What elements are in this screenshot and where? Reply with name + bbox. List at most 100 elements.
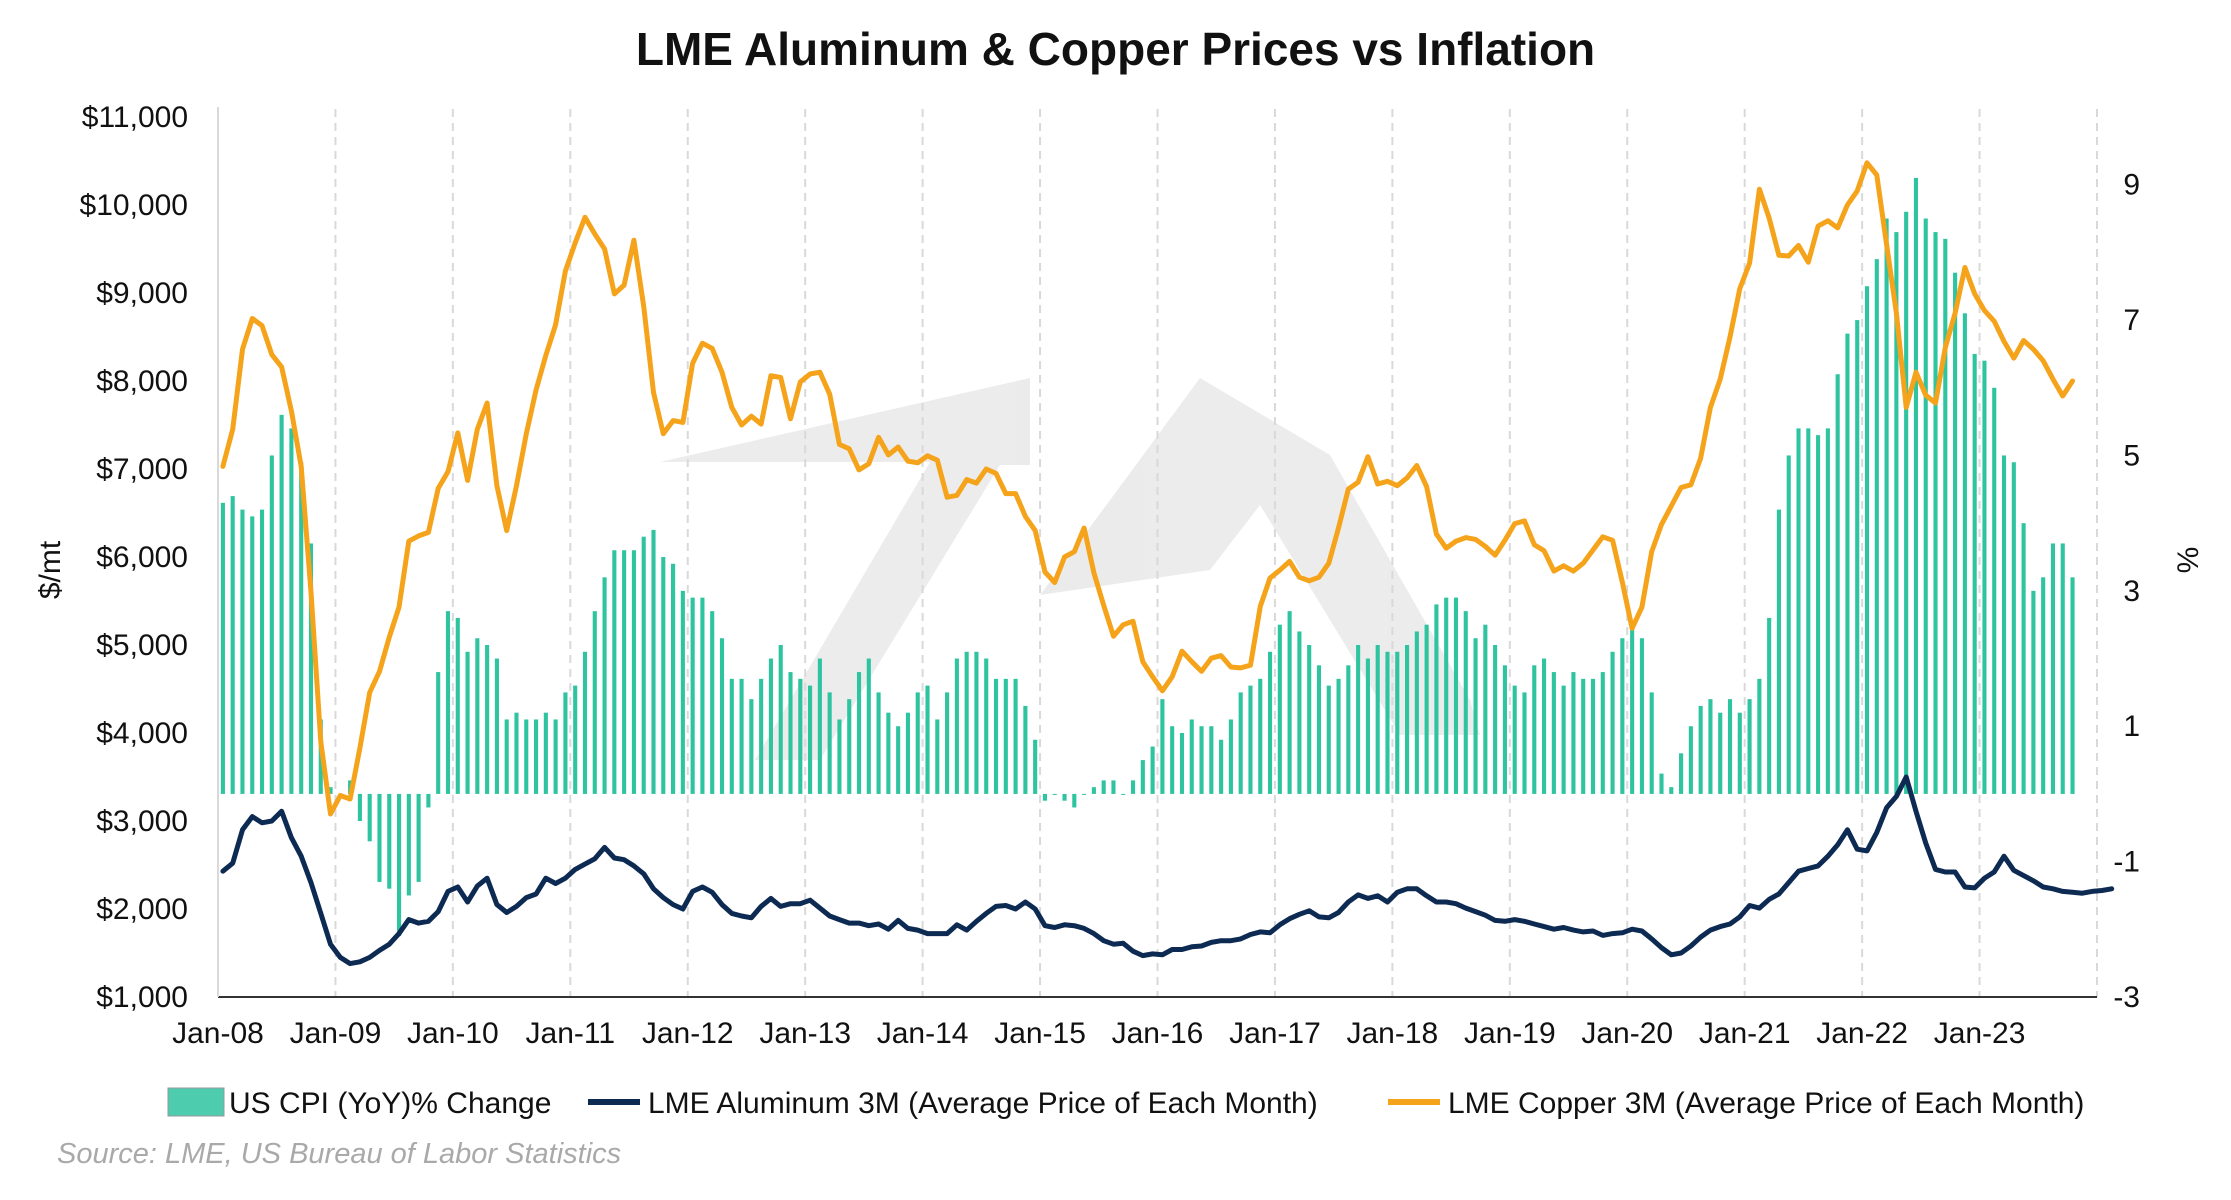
cpi-bar xyxy=(1336,678,1341,794)
cpi-bar xyxy=(1845,333,1850,794)
x-tick-label: Jan-20 xyxy=(1581,1017,1673,1050)
cpi-bar xyxy=(553,719,558,794)
y-left-tick-label: $6,000 xyxy=(96,541,188,574)
cpi-bar xyxy=(1463,611,1468,794)
cpi-bar xyxy=(817,658,822,794)
cpi-bar xyxy=(1453,597,1459,794)
cpi-bar xyxy=(710,611,715,794)
cpi-bar xyxy=(1698,705,1703,794)
cpi-bar xyxy=(1610,651,1615,794)
cpi-bar xyxy=(1708,699,1713,794)
cpi-bar xyxy=(641,536,646,794)
cpi-bar xyxy=(387,793,392,889)
cpi-bar xyxy=(2041,577,2046,794)
cpi-bar xyxy=(1502,665,1507,794)
cpi-bar xyxy=(426,793,431,808)
cpi-bar xyxy=(1404,645,1410,794)
cpi-bar xyxy=(1972,353,1977,794)
y-right-tick-labels: -3 -1 1 3 5 7 9 xyxy=(2113,169,2140,1014)
cpi-bar xyxy=(1581,678,1586,794)
y-right-tick-label: 5 xyxy=(2123,439,2140,472)
y-right-tick-label: -3 xyxy=(2113,981,2140,1014)
cpi-bar xyxy=(2060,543,2065,794)
cpi-bar xyxy=(1904,211,1909,794)
x-tick-label: Jan-14 xyxy=(877,1017,969,1050)
y-right-axis-title: % xyxy=(2172,547,2205,574)
cpi-bar xyxy=(827,692,832,794)
cpi-bar xyxy=(308,543,314,794)
cpi-bar xyxy=(455,617,460,794)
x-tick-label: Jan-08 xyxy=(172,1017,264,1050)
cpi-bar xyxy=(1307,645,1312,794)
cpi-bar xyxy=(729,678,734,794)
cpi-bar xyxy=(1943,238,1948,794)
cpi-bar xyxy=(563,692,568,794)
x-tick-label: Jan-10 xyxy=(407,1017,499,1050)
cpi-bar xyxy=(582,651,588,794)
cpi-bar xyxy=(1473,638,1478,794)
cpi-bar xyxy=(622,550,627,794)
cpi-bar xyxy=(1267,651,1273,794)
cpi-bar xyxy=(935,719,940,794)
cpi-bar xyxy=(1933,232,1938,794)
watermark-shape-left xyxy=(660,378,1030,760)
cpi-bar xyxy=(1033,739,1038,794)
cpi-bar xyxy=(984,658,989,794)
y-left-tick-label: $4,000 xyxy=(96,717,188,750)
cpi-bar xyxy=(1150,746,1155,794)
cpi-bar xyxy=(974,651,979,794)
cpi-bar xyxy=(230,496,235,794)
cpi-bar xyxy=(592,611,597,794)
source-note: Source: LME, US Bureau of Labor Statisti… xyxy=(57,1138,622,1170)
y-left-tick-label: $9,000 xyxy=(96,277,188,310)
axes xyxy=(217,107,2097,998)
cpi-bar xyxy=(749,699,754,794)
cpi-bar xyxy=(798,678,803,794)
cpi-bar xyxy=(739,678,744,794)
cpi-bar xyxy=(719,638,725,794)
cpi-bar xyxy=(1414,631,1419,794)
cpi-bar xyxy=(866,658,871,794)
y-right-tick-label: -1 xyxy=(2113,846,2140,879)
cpi-bar xyxy=(1571,672,1576,794)
cpi-bar xyxy=(416,793,421,882)
cpi-bar xyxy=(1757,678,1762,794)
cpi-bar xyxy=(1052,793,1057,795)
cpi-bar xyxy=(465,651,470,794)
copper-line xyxy=(220,160,2075,817)
cpi-bar xyxy=(896,726,901,794)
cpi-bar xyxy=(2050,543,2056,794)
legend-label-copper: LME Copper 3M (Average Price of Each Mon… xyxy=(1448,1087,2084,1120)
cpi-bar xyxy=(1219,739,1224,794)
x-tick-label: Jan-19 xyxy=(1464,1017,1556,1050)
cpi-bar xyxy=(1962,313,1967,794)
cpi-bar xyxy=(494,658,499,794)
cpi-bar xyxy=(1542,658,1547,794)
cpi-bar xyxy=(1042,793,1048,801)
cpi-bar xyxy=(954,658,959,794)
y-right-tick-label: 9 xyxy=(2123,169,2140,202)
cpi-bar xyxy=(680,590,685,794)
cpi-bar xyxy=(1884,218,1889,794)
cpi-bar xyxy=(289,428,294,794)
cpi-bar xyxy=(1522,692,1527,794)
cpi-bar xyxy=(768,658,773,794)
cpi-bar xyxy=(504,719,509,794)
y-left-tick-label: $8,000 xyxy=(96,365,188,398)
cpi-bar xyxy=(1160,699,1165,794)
cpi-bar xyxy=(2031,590,2036,794)
cpi-bar xyxy=(671,563,676,794)
y-left-tick-label: $3,000 xyxy=(96,805,188,838)
cpi-bar xyxy=(964,651,969,794)
cpi-bar xyxy=(847,699,852,794)
cpi-bar xyxy=(357,793,362,821)
cpi-bar xyxy=(1923,218,1928,794)
cpi-bar xyxy=(1786,455,1791,794)
x-tick-label: Jan-17 xyxy=(1229,1017,1321,1050)
y-left-tick-label: $11,000 xyxy=(82,101,188,134)
cpi-bar xyxy=(1189,719,1194,794)
cpi-bar xyxy=(396,793,402,937)
cpi-bar xyxy=(1825,428,1830,794)
cpi-bar xyxy=(1727,699,1733,794)
